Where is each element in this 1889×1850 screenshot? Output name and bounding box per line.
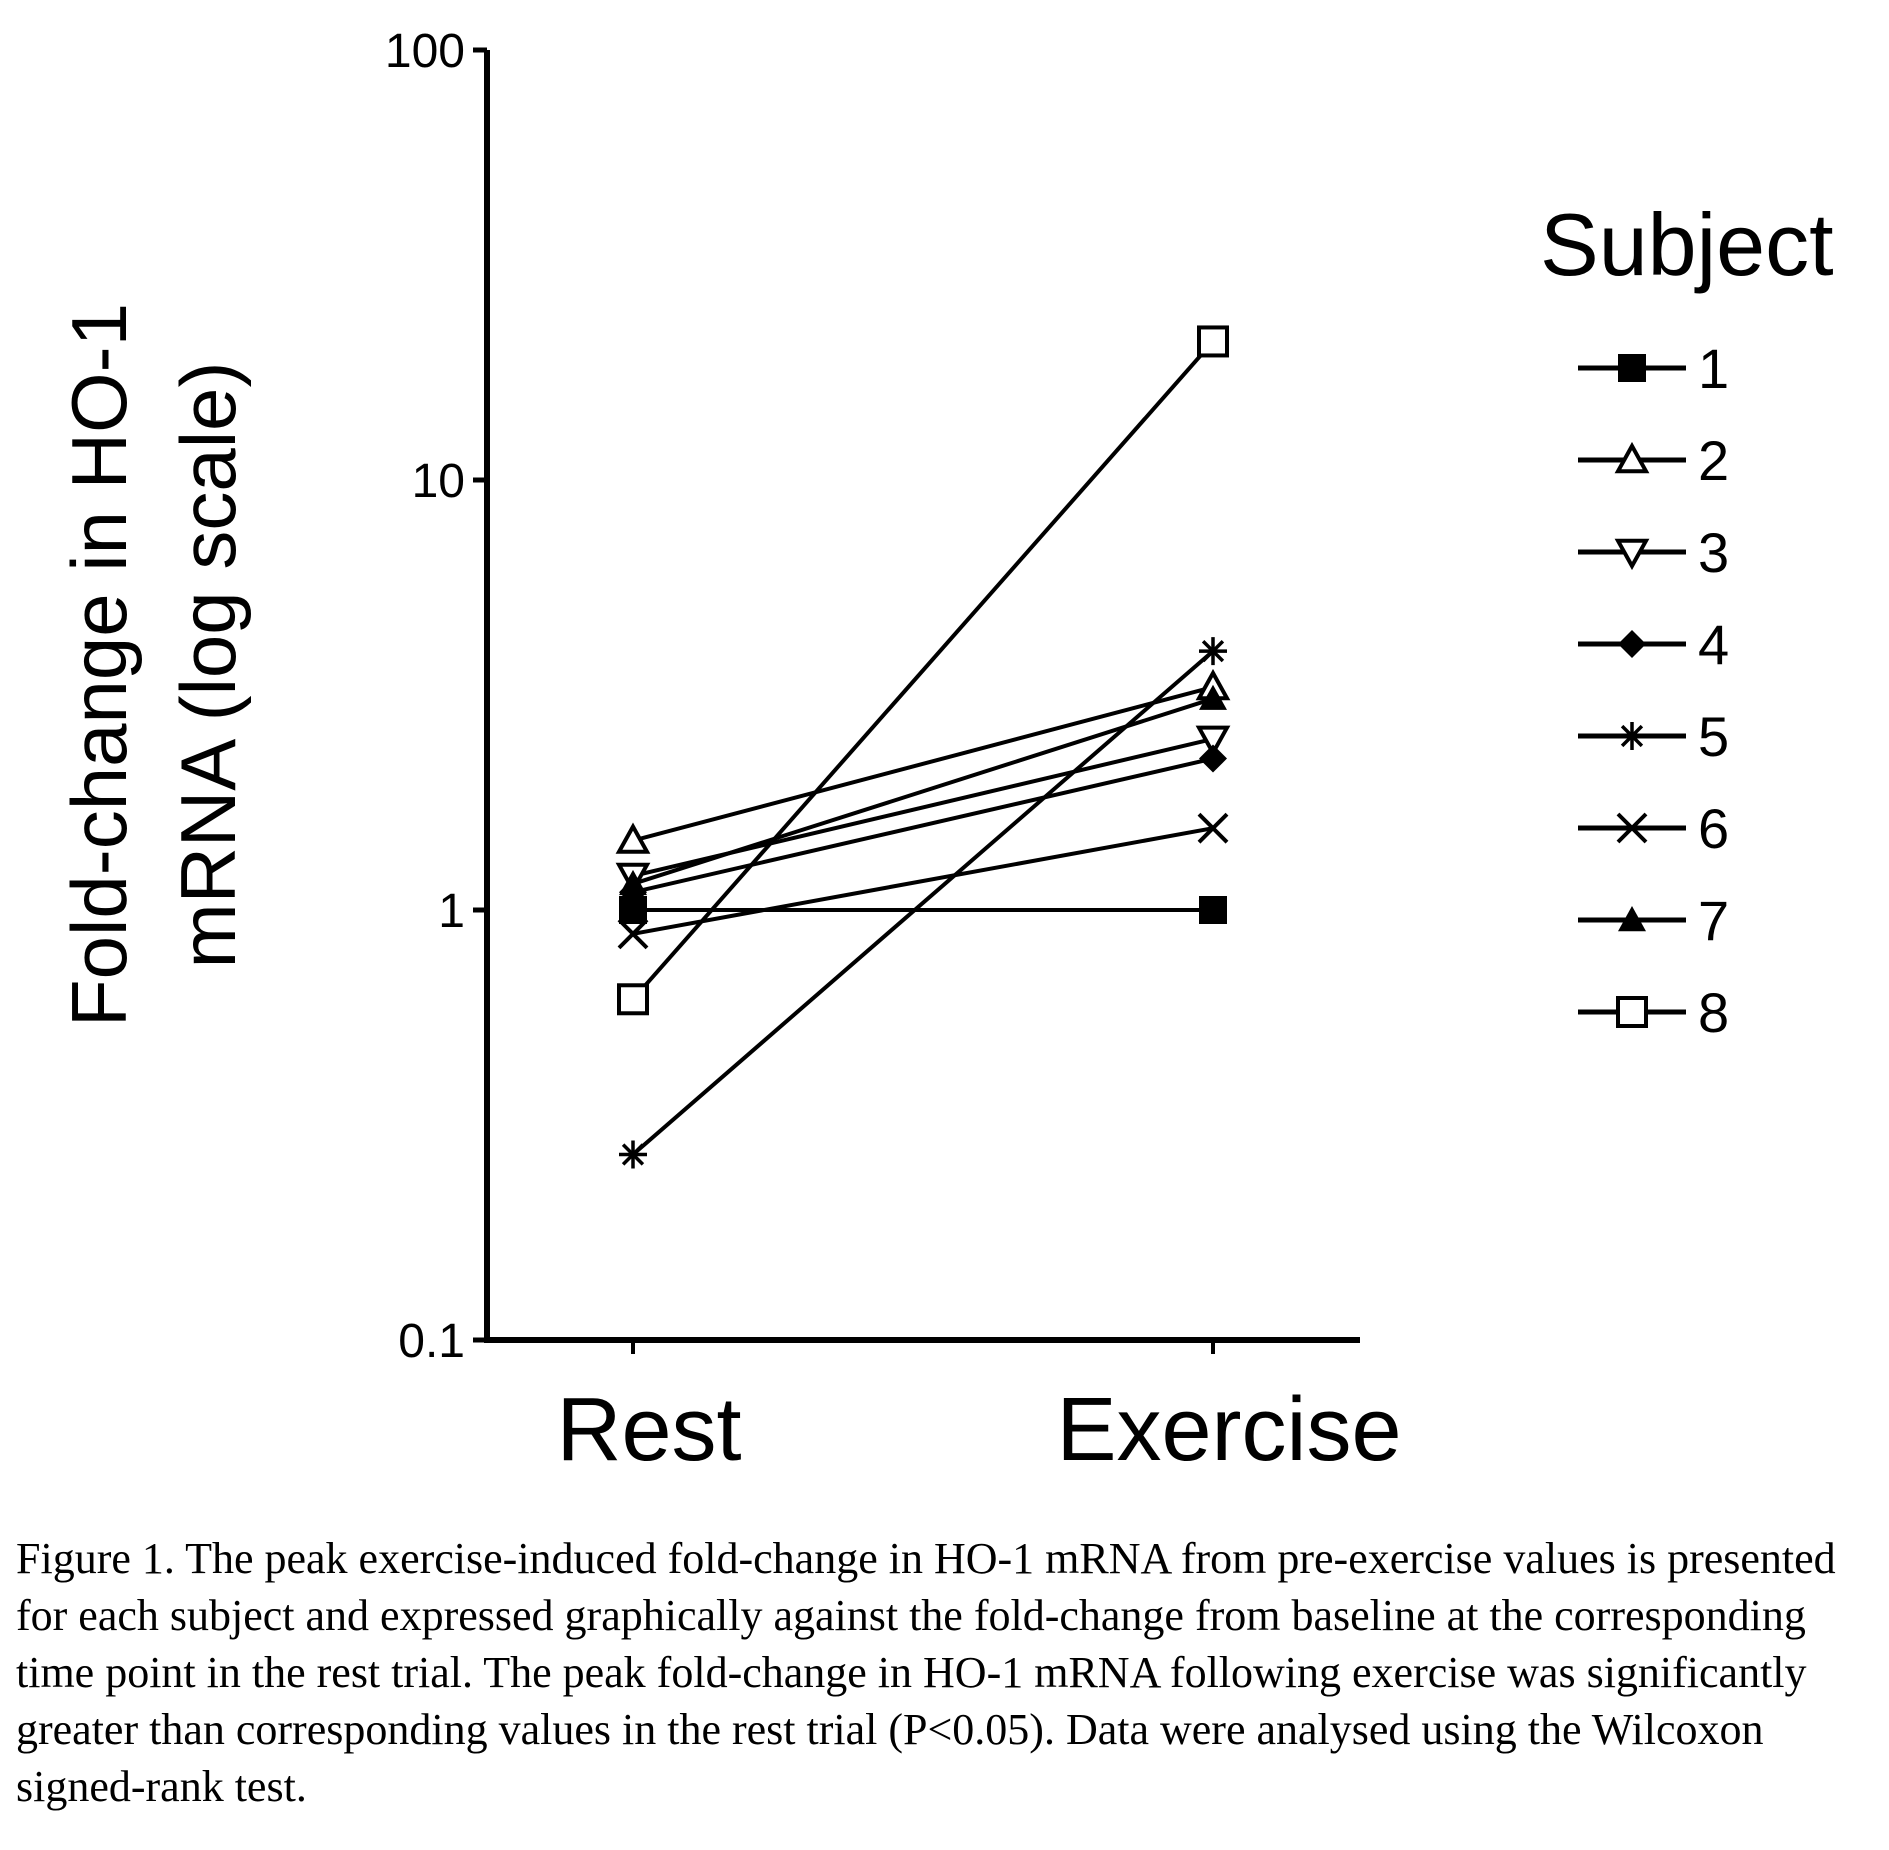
y-ticks: 0.1 1 10 100 Rest Exercise <box>385 25 1402 1480</box>
figure-caption: Figure 1. The peak exercise-induced fold… <box>16 1534 1836 1811</box>
y-tick-label: 0.1 <box>398 1315 465 1368</box>
legend-label: 2 <box>1698 429 1729 492</box>
marker-open-square <box>1616 996 1648 1028</box>
series-line-subject-2 <box>632 685 1214 843</box>
legend-item: 4 <box>1578 613 1729 676</box>
legend-label: 1 <box>1698 337 1729 400</box>
legend-title: Subject <box>1540 195 1834 294</box>
marker-open-triangle-up <box>1614 441 1650 474</box>
x-category-label: Rest <box>556 1380 741 1480</box>
legend-item: 5 <box>1578 705 1729 768</box>
marker-x <box>1616 812 1648 844</box>
legend-item: 8 <box>1578 981 1729 1044</box>
y-axis-title-line-1: Fold-change in HO-1 <box>55 303 143 1027</box>
marker-filled-square <box>1618 354 1646 382</box>
y-tick-label: 1 <box>438 885 465 938</box>
series-line-subject-5 <box>631 649 1215 1157</box>
series-line-subject-6 <box>632 826 1214 936</box>
y-tick-label: 100 <box>385 25 465 78</box>
marker-asterisk <box>619 1140 647 1169</box>
legend-label: 3 <box>1698 521 1729 584</box>
x-category-label: Exercise <box>1056 1380 1401 1480</box>
marker-filled-square <box>1199 896 1227 924</box>
marker-filled-diamond <box>1618 630 1646 658</box>
legend-label: 6 <box>1698 797 1729 860</box>
series-line-subject-8 <box>631 340 1215 1001</box>
marker-x <box>1197 812 1229 844</box>
y-axis-title-line-2: mRNA (log scale) <box>164 362 252 969</box>
marker-asterisk <box>1618 722 1646 750</box>
marker-open-square <box>1197 325 1229 358</box>
legend: Subject 1 2 3 4 5 6 7 8 <box>1540 195 1834 1044</box>
marker-filled-triangle-up <box>1199 684 1227 710</box>
marker-filled-triangle-up <box>1618 906 1646 932</box>
legend-item: 1 <box>1578 337 1729 400</box>
legend-item: 7 <box>1578 889 1729 952</box>
legend-label: 4 <box>1698 613 1729 676</box>
legend-label: 8 <box>1698 981 1729 1044</box>
series-markers <box>615 325 1231 1169</box>
series-lines <box>631 340 1215 1157</box>
marker-open-triangle-down <box>1195 725 1231 758</box>
legend-item: 2 <box>1578 429 1729 492</box>
marker-open-square <box>617 983 649 1016</box>
y-tick-label: 10 <box>412 455 465 508</box>
legend-item: 6 <box>1578 797 1729 860</box>
chart-axes <box>484 50 1360 1343</box>
marker-open-triangle-up <box>615 822 651 854</box>
legend-label: 7 <box>1698 889 1729 952</box>
marker-filled-triangle-up <box>619 869 647 896</box>
marker-x <box>617 918 649 950</box>
marker-filled-diamond <box>1199 744 1227 773</box>
legend-label: 5 <box>1698 705 1729 768</box>
series-line-subject-4 <box>632 756 1214 895</box>
marker-asterisk <box>1199 637 1227 666</box>
marker-open-triangle-down <box>1614 538 1650 571</box>
legend-item: 3 <box>1578 521 1729 584</box>
series-line-subject-7 <box>632 696 1214 886</box>
